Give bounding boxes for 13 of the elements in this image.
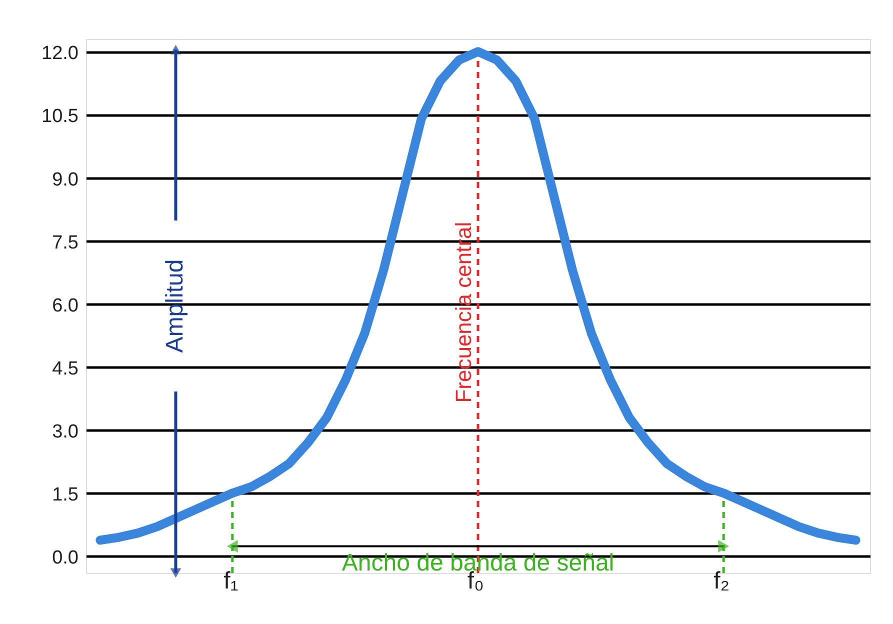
y-tick-label: 9.0 (52, 169, 78, 190)
y-tick-label: 10.5 (42, 106, 78, 128)
x-tick-label: f₂ (714, 568, 730, 594)
y-tick-label: 7.5 (52, 232, 78, 254)
y-tick-label: 0.0 (52, 548, 78, 569)
x-tick-label: f₁ (224, 568, 238, 594)
y-tick-label: 6.0 (52, 295, 78, 316)
y-tick-label: 1.5 (52, 484, 78, 506)
annotation: Amplitud (162, 259, 189, 353)
ref-line-label: Frecuencia central (451, 222, 476, 403)
y-tick-label: 12.0 (42, 43, 78, 64)
y-tick-label: 4.5 (52, 358, 78, 380)
y-tick-label: 3.0 (52, 422, 78, 443)
